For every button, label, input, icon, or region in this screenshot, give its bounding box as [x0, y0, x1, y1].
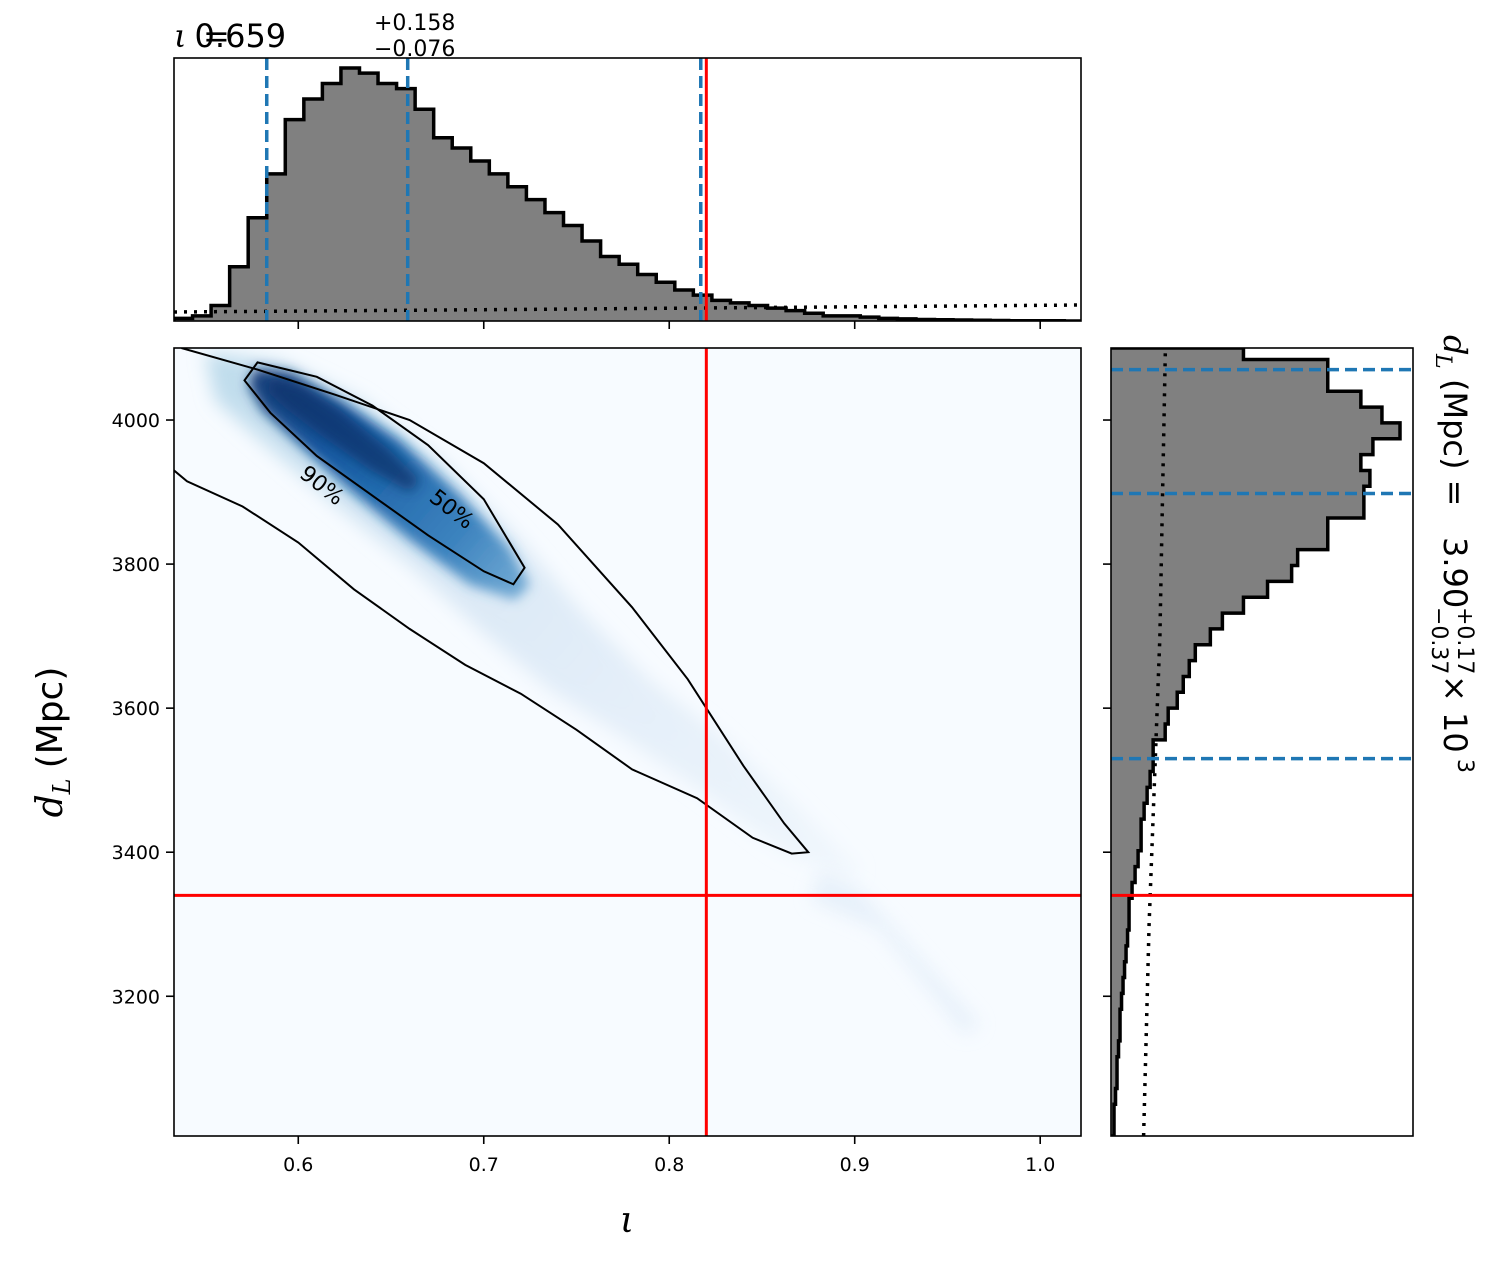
svg-text:L: L — [1430, 353, 1455, 369]
joint-x-tick-label-0: 0.6 — [283, 1154, 313, 1176]
dL-marginal-ticks — [1103, 419, 1111, 998]
iota-summary-plus: +0.158 — [374, 11, 455, 36]
contour-90-percent — [174, 348, 811, 855]
joint-y-ticks: 3200 3400 3600 3800 4000 — [112, 410, 174, 1008]
density-heatmap: 90% 50% — [174, 348, 1081, 1136]
iota-prior-line — [174, 303, 1081, 314]
iota-quantile-lines — [264, 58, 703, 321]
iota-summary-title: ι 0.659 — [174, 17, 286, 55]
svg-text:3: 3 — [1452, 759, 1477, 773]
joint-frame — [173, 347, 1082, 1137]
dL-summary-title: d L (Mpc) = 3.90 +0.17 −0.37 × 10 3 — [1426, 335, 1477, 773]
joint-y-tick-label-0: 3200 — [112, 986, 160, 1008]
joint-x-axis-title: ι — [620, 1200, 634, 1241]
joint-x-tick-label-4: 1.0 — [1025, 1154, 1055, 1176]
joint-y-tick-label-2: 3600 — [112, 698, 160, 720]
density-peak — [268, 378, 420, 492]
iota-marginal-ticks — [297, 321, 1041, 329]
joint-y-tick-label-3: 3800 — [112, 554, 160, 576]
joint-y-tick-label-1: 3400 — [112, 842, 160, 864]
iota-marginal-panel: ι 0.659 +0.158 −0.076 = — [173, 11, 1082, 329]
svg-text:d: d — [1436, 335, 1474, 355]
dL-quantile-lines — [1111, 367, 1413, 761]
joint-x-tick-label-2: 0.8 — [654, 1154, 684, 1176]
svg-text:× 10: × 10 — [1436, 675, 1474, 753]
joint-x-ticks: 0.6 0.7 0.8 0.9 1.0 — [283, 1136, 1055, 1176]
joint-y-axis-title: dL(Mpc) — [30, 667, 76, 818]
svg-text:−0.37: −0.37 — [1426, 607, 1451, 674]
dL-marginal-frame — [1110, 347, 1414, 1137]
joint-x-tick-label-1: 0.7 — [469, 1154, 499, 1176]
svg-text:+0.17: +0.17 — [1452, 607, 1477, 674]
iota-summary-equals: = — [203, 17, 230, 55]
iota-marginal-frame — [173, 57, 1082, 322]
joint-y-tick-label-4: 4000 — [112, 410, 160, 432]
dL-histogram — [1111, 348, 1402, 1136]
svg-text:3.90: 3.90 — [1436, 537, 1474, 608]
density-tail — [810, 870, 980, 1035]
contour-50-percent — [243, 361, 526, 586]
dL-marginal-panel: d L (Mpc) = 3.90 +0.17 −0.37 × 10 3 — [1103, 335, 1477, 1137]
svg-text:(Mpc) =: (Mpc) = — [1436, 379, 1474, 506]
iota-histogram — [174, 66, 1081, 321]
joint-panel: 90% 50% 0.6 0.7 0.8 0.9 1.0 3200 3400 3600 3800 4… — [30, 347, 1082, 1241]
joint-x-tick-label-3: 0.9 — [840, 1154, 870, 1176]
